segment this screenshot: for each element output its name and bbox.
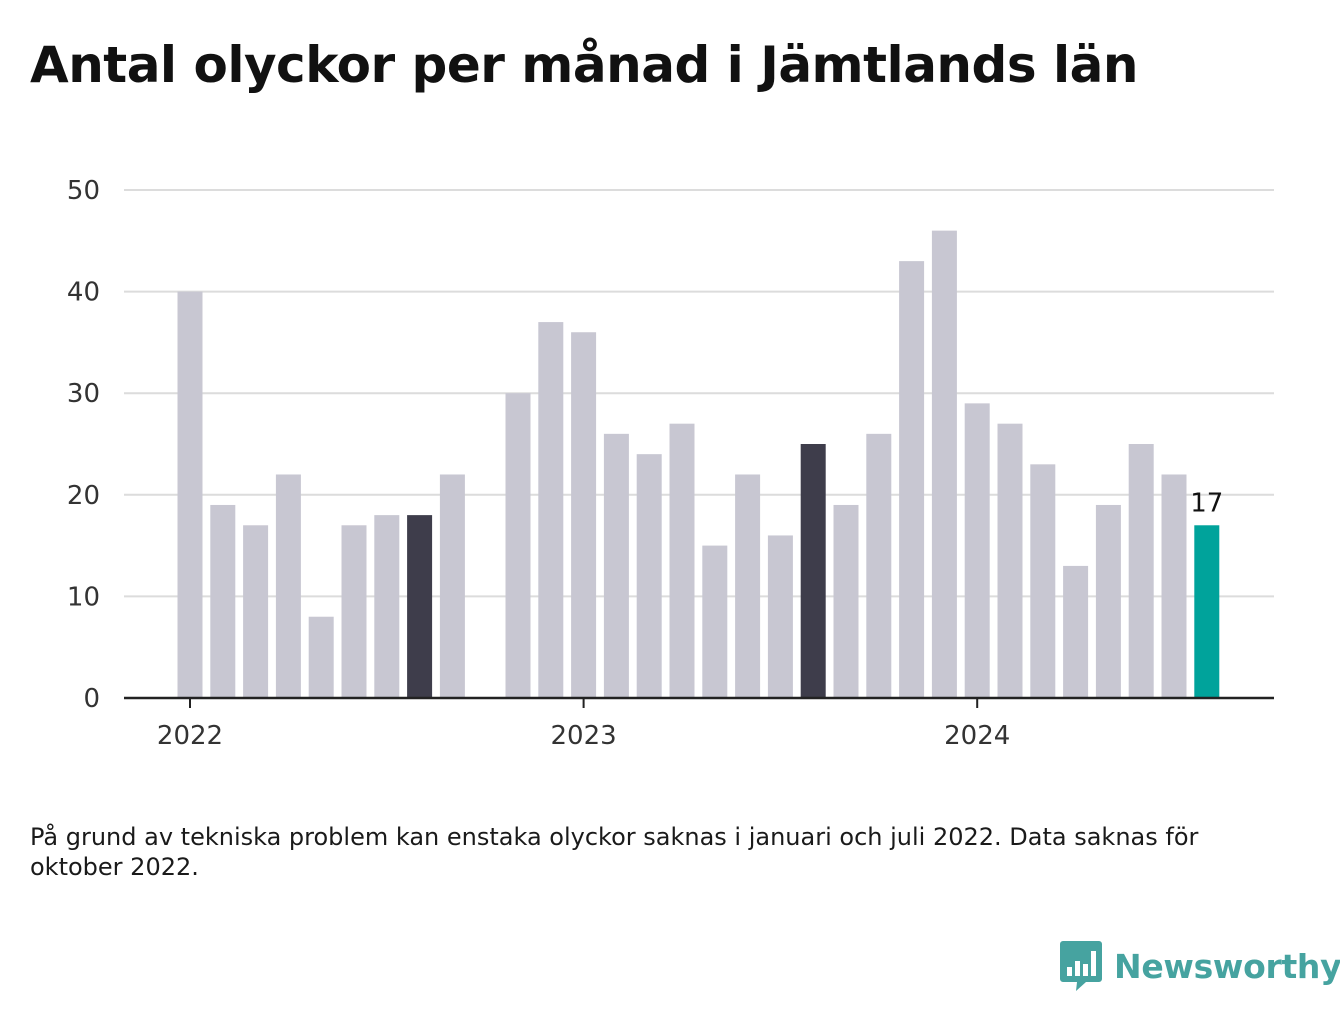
- bar-2024-01: [964, 403, 990, 698]
- bar-2022-05: [308, 616, 334, 698]
- bar-2022-08: [407, 515, 433, 698]
- bar-2022-06: [341, 525, 367, 698]
- bar-2022-02: [210, 504, 236, 698]
- bar-2023-09: [833, 504, 859, 698]
- y-tick-label: 20: [67, 481, 100, 511]
- bar-2023-10: [866, 433, 892, 698]
- bar-2022-04: [275, 474, 301, 698]
- bar-2022-03: [243, 525, 269, 698]
- x-tick-label: 2023: [551, 721, 617, 751]
- x-axis: 2022 2023 2024: [157, 698, 1010, 751]
- bar-2022-07: [374, 515, 400, 698]
- y-axis: 0 10 20 30 40 50: [67, 176, 100, 714]
- x-tick-label: 2024: [944, 721, 1010, 751]
- footnote: På grund av tekniska problem kan enstaka…: [30, 823, 1199, 881]
- chart-title: Antal olyckor per månad i Jämtlands län: [30, 36, 1138, 94]
- brand-logo: Newsworthy: [1060, 938, 1340, 994]
- bar-2023-02: [603, 433, 629, 698]
- data-labels: 17: [1190, 488, 1223, 518]
- bar-2023-05: [702, 545, 728, 698]
- y-tick-label: 50: [67, 176, 100, 206]
- y-tick-label: 40: [67, 278, 100, 308]
- bars: [177, 230, 1220, 698]
- bar-2022-01: [177, 291, 203, 698]
- bar-2023-04: [669, 423, 695, 698]
- bar-2024-08: [1194, 525, 1220, 698]
- bar-2023-08: [800, 444, 826, 698]
- bar-2023-11: [899, 261, 925, 698]
- x-tick-label: 2022: [157, 721, 223, 751]
- bar-2024-07: [1161, 474, 1187, 698]
- bar-2022-11: [505, 393, 531, 698]
- y-tick-label: 10: [67, 582, 100, 612]
- bar-2024-05: [1095, 504, 1121, 698]
- brand-name: Newsworthy: [1114, 946, 1340, 986]
- bar-chart: 0 10 20 30 40 50 2022 2023 2024 17: [67, 176, 1274, 751]
- value-label-latest: 17: [1190, 488, 1223, 518]
- bar-2024-06: [1128, 444, 1154, 698]
- bar-2023-01: [571, 332, 597, 698]
- bar-2022-12: [538, 322, 564, 698]
- bar-2023-06: [735, 474, 761, 698]
- bar-2023-12: [931, 230, 957, 698]
- y-tick-label: 0: [83, 684, 100, 714]
- bar-2022-09: [439, 474, 465, 698]
- y-tick-label: 30: [67, 379, 100, 409]
- newsworthy-logo-icon: [1060, 941, 1102, 991]
- bar-2024-04: [1063, 565, 1089, 698]
- bar-2023-03: [636, 454, 662, 698]
- bar-2023-07: [767, 535, 793, 698]
- bar-2024-03: [1030, 464, 1056, 698]
- bar-2024-02: [997, 423, 1023, 698]
